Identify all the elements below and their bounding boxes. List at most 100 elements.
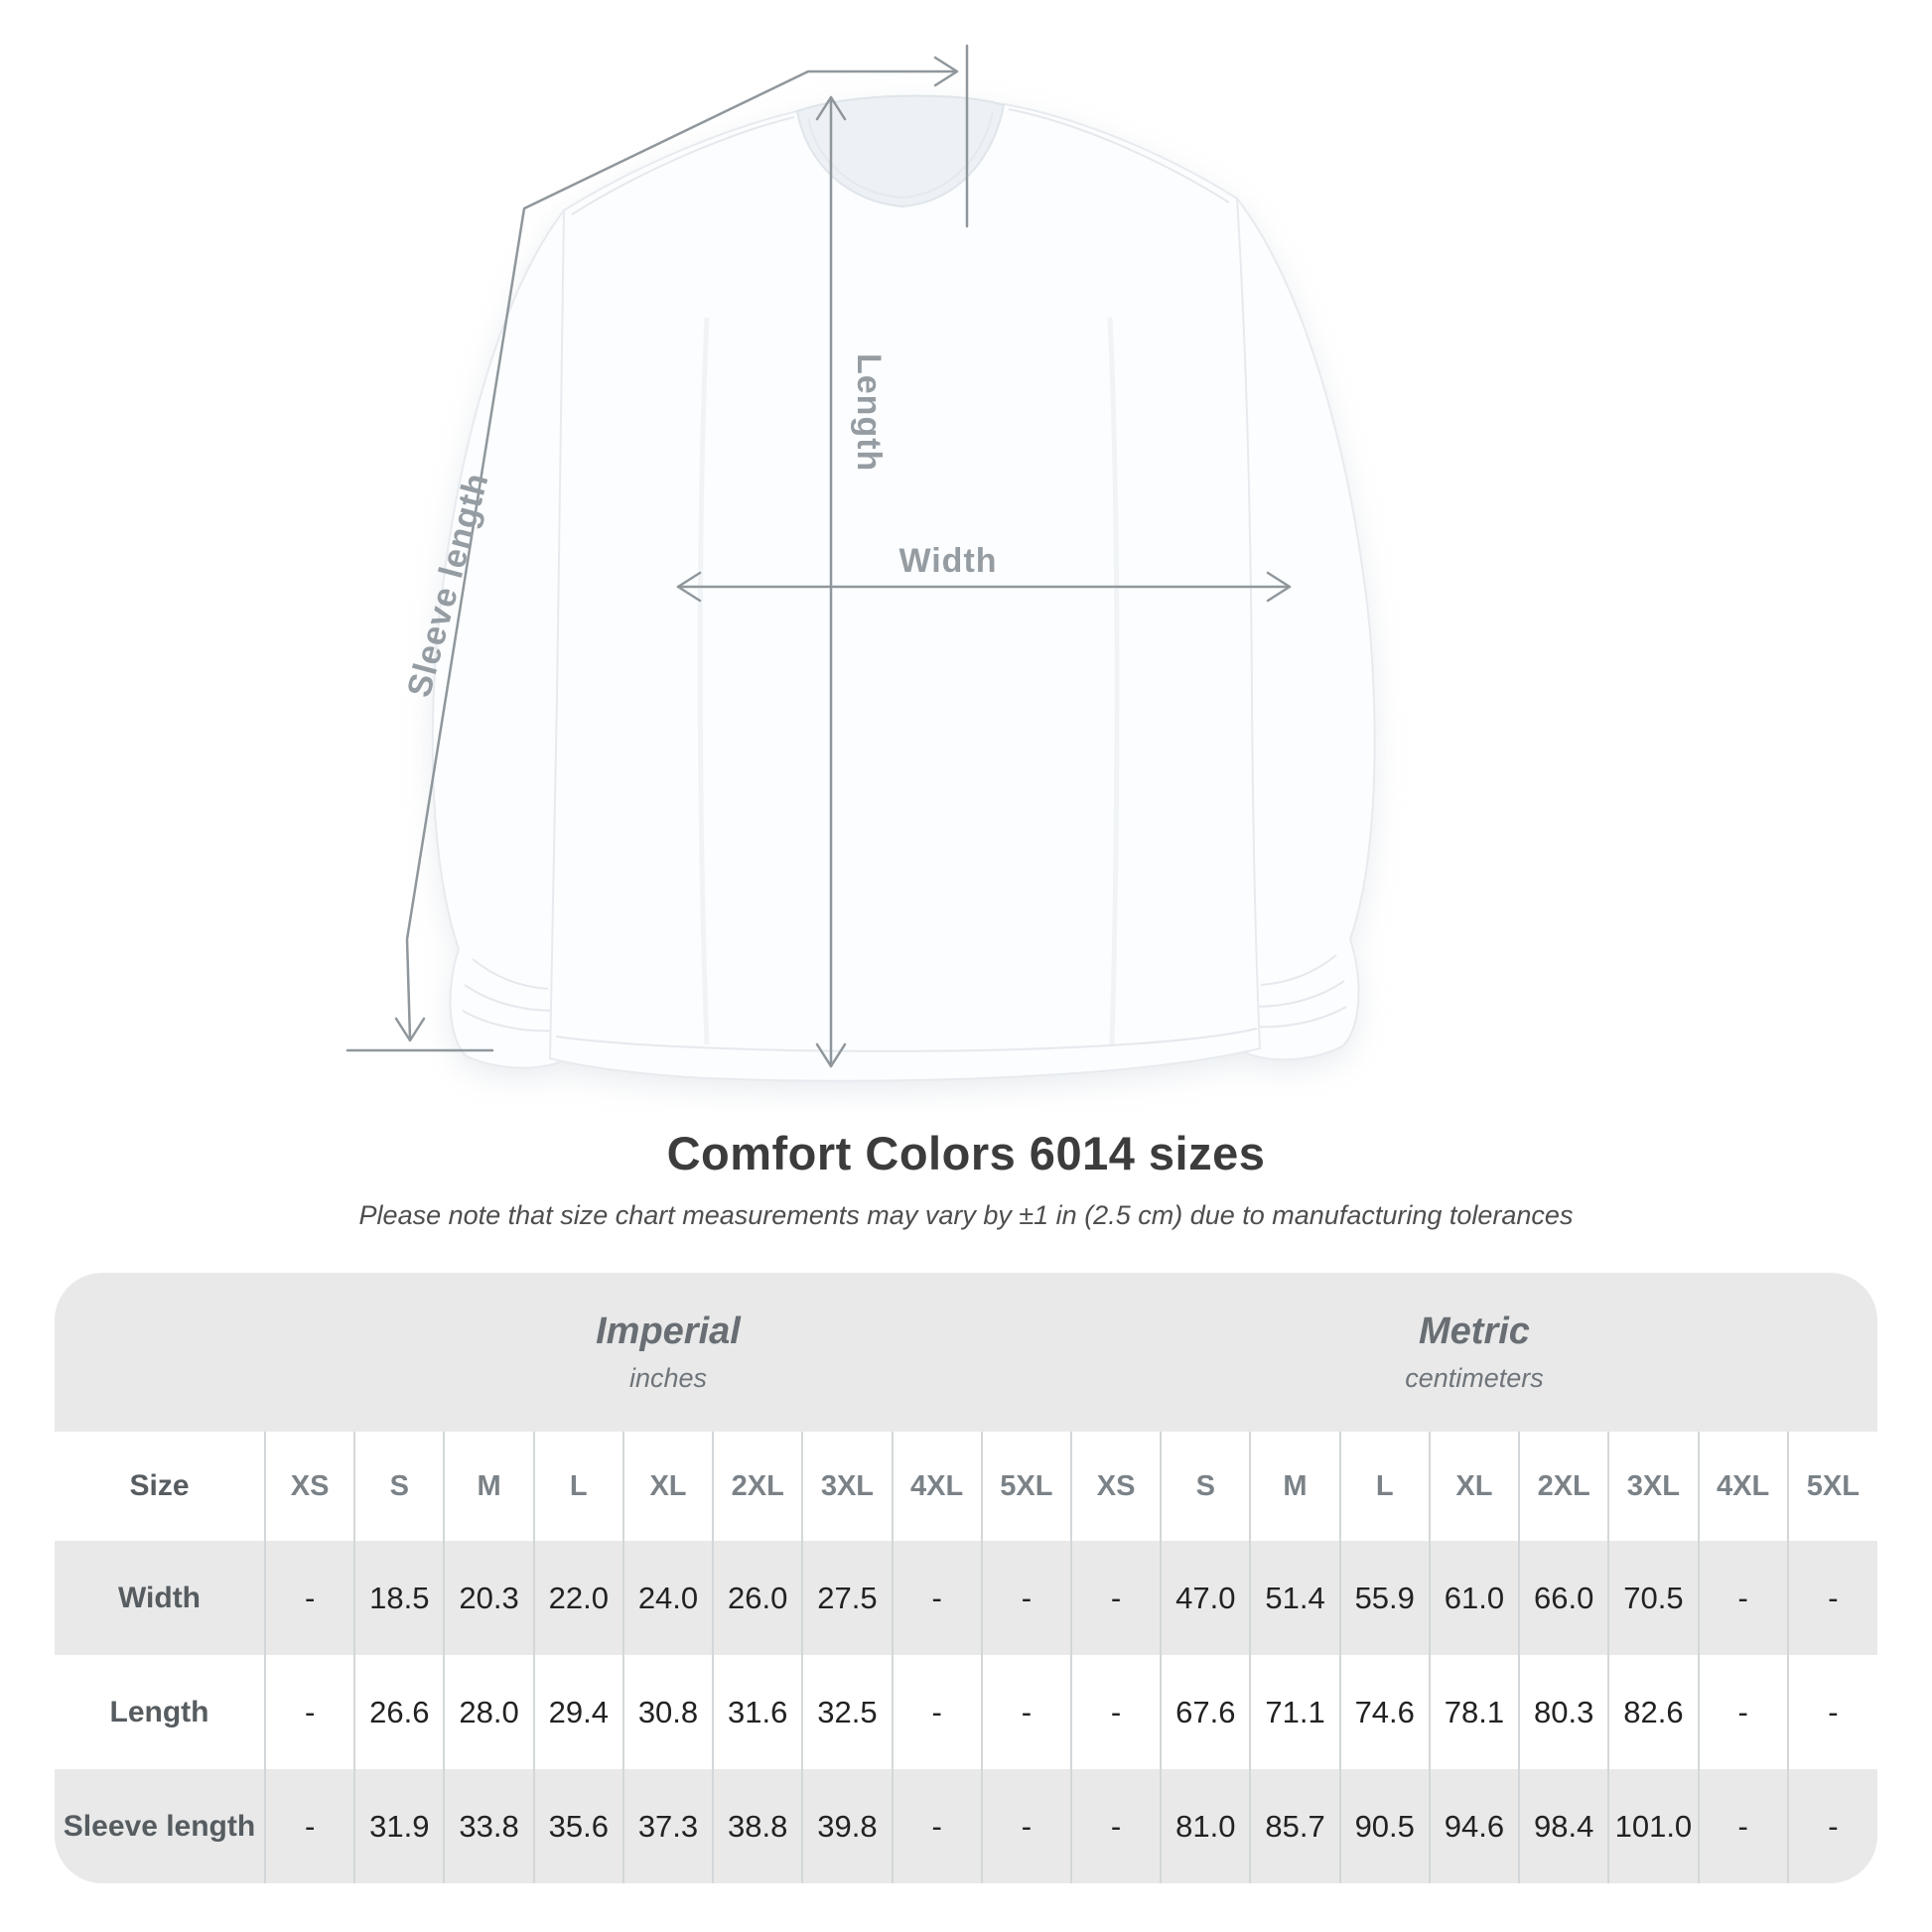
shirt-measurement-diagram: Length Width Sleeve length: [345, 44, 1376, 1082]
size-column-header: 3XL: [1607, 1432, 1699, 1541]
measurement-value-cell: 31.9: [353, 1769, 445, 1883]
top-reference-line: [806, 44, 969, 228]
size-column-header: 2XL: [1518, 1432, 1609, 1541]
measurement-value-cell: 61.0: [1428, 1541, 1520, 1655]
group-header-spacer: [55, 1273, 265, 1432]
measurement-value-cell: -: [1069, 1655, 1162, 1769]
shirt-illustration: [431, 94, 1376, 1082]
measurement-value-cell: -: [1069, 1769, 1162, 1883]
width-label: Width: [898, 542, 997, 580]
size-column-header: XS: [1069, 1432, 1162, 1541]
measurement-value-cell: 71.1: [1249, 1655, 1340, 1769]
size-table: Imperial inches Metric centimeters Size …: [55, 1273, 1877, 1883]
measurement-value-cell: 38.8: [712, 1769, 803, 1883]
size-column-header: M: [1249, 1432, 1340, 1541]
size-corner-header: Size: [129, 1469, 190, 1502]
size-column-header: XS: [263, 1432, 355, 1541]
measurement-value-cell: -: [980, 1769, 1071, 1883]
collar-ribbing: [807, 111, 994, 200]
shirt-diagram-svg: Length Width Sleeve length: [345, 44, 1376, 1082]
measurement-value-cell: 74.6: [1338, 1655, 1430, 1769]
size-column-header: XL: [621, 1432, 714, 1541]
tolerance-note: Please note that size chart measurements…: [358, 1200, 1574, 1230]
size-chart-table: Imperial inches Metric centimeters Size …: [55, 1273, 1877, 1883]
measurement-value-cell: 82.6: [1607, 1655, 1699, 1769]
measurement-value-cell: -: [263, 1769, 355, 1883]
measurement-value-cell: 26.0: [712, 1541, 803, 1655]
size-column-header: 2XL: [712, 1432, 803, 1541]
imperial-group-header: Imperial inches: [265, 1273, 1071, 1432]
imperial-label: Imperial: [596, 1311, 741, 1352]
measurement-value-cell: 32.5: [801, 1655, 893, 1769]
measurement-value-cell: -: [891, 1541, 982, 1655]
measurement-value-cell: -: [263, 1541, 355, 1655]
metric-label: Metric: [1419, 1311, 1530, 1352]
measurement-value-cell: -: [980, 1655, 1071, 1769]
measurement-value-cell: -: [980, 1541, 1071, 1655]
measurement-row-label: Length: [109, 1695, 209, 1728]
size-column-header: XL: [1428, 1432, 1520, 1541]
unit-group-header-row: Imperial inches Metric centimeters: [55, 1273, 1877, 1432]
measurement-value-cell: 67.6: [1160, 1655, 1251, 1769]
measurement-value-cell: -: [891, 1769, 982, 1883]
measurement-value-cell: 26.6: [353, 1655, 445, 1769]
measurement-row: Width -18.5 20.3 22.0 24.0 26.0 27.5- - -47.0 51.…: [55, 1541, 1877, 1655]
measurement-value-cell: 27.5: [801, 1541, 893, 1655]
measurement-value-cell: 29.4: [532, 1655, 623, 1769]
measurement-value-cell: -: [1697, 1769, 1788, 1883]
size-table-body: Width -18.5 20.3 22.0 24.0 26.0 27.5- - -47.0 51.…: [55, 1541, 1877, 1883]
measurement-value-cell: 39.8: [801, 1769, 893, 1883]
measurement-value-cell: 85.7: [1249, 1769, 1340, 1883]
size-column-header: 4XL: [891, 1432, 982, 1541]
measurement-value-cell: -: [1786, 1655, 1877, 1769]
measurement-value-cell: 101.0: [1607, 1769, 1699, 1883]
size-column-header: S: [353, 1432, 445, 1541]
seams: [555, 108, 1258, 1052]
fabric-folds: [697, 317, 1120, 1045]
measurement-value-cell: 28.0: [443, 1655, 534, 1769]
length-label: Length: [850, 353, 888, 472]
measurement-value-cell: 35.6: [532, 1769, 623, 1883]
sleeve-length-arrow: [345, 69, 810, 1052]
measurement-value-cell: 80.3: [1518, 1655, 1609, 1769]
width-arrow: [676, 571, 1292, 603]
measurement-value-cell: -: [1697, 1655, 1788, 1769]
measurement-value-cell: -: [263, 1655, 355, 1769]
measurement-value-cell: 81.0: [1160, 1769, 1251, 1883]
measurement-row-label: Sleeve length: [63, 1809, 256, 1843]
measurement-value-cell: 24.0: [621, 1541, 714, 1655]
measurement-value-cell: 51.4: [1249, 1541, 1340, 1655]
imperial-unit: inches: [628, 1363, 707, 1393]
measurement-row: Length -26.6 28.0 29.4 30.8 31.6 32.5- - -67.6 71…: [55, 1655, 1877, 1769]
size-column-header: L: [532, 1432, 623, 1541]
cuff-gathers: [462, 954, 1347, 1033]
measurement-value-cell: -: [1786, 1541, 1877, 1655]
size-column-header: 5XL: [1786, 1432, 1877, 1541]
size-column-header: 5XL: [980, 1432, 1071, 1541]
measurement-value-cell: 98.4: [1518, 1769, 1609, 1883]
size-header-row: Size XS S M L XL 2XL 3XL 4XL 5XL XS S M L XL 2XL 3XL 4XL…: [55, 1432, 1877, 1541]
measurement-row: Sleeve length -31.9 33.8 35.6 37.3 38.8 39.8- -…: [55, 1769, 1877, 1883]
measurement-value-cell: 37.3: [621, 1769, 714, 1883]
measurement-value-cell: 94.6: [1428, 1769, 1520, 1883]
measurement-value-cell: 55.9: [1338, 1541, 1430, 1655]
measurement-value-cell: 33.8: [443, 1769, 534, 1883]
measurement-value-cell: -: [1697, 1541, 1788, 1655]
measurement-value-cell: 78.1: [1428, 1655, 1520, 1769]
size-column-header: L: [1338, 1432, 1430, 1541]
measurement-value-cell: -: [891, 1655, 982, 1769]
measurement-value-cell: 31.6: [712, 1655, 803, 1769]
measurement-value-cell: -: [1069, 1541, 1162, 1655]
size-column-header: 3XL: [801, 1432, 893, 1541]
measurement-value-cell: 30.8: [621, 1655, 714, 1769]
shirt-body: [548, 97, 1262, 1082]
measurement-value-cell: 66.0: [1518, 1541, 1609, 1655]
page-title: Comfort Colors 6014 sizes: [666, 1127, 1266, 1179]
size-column-header: S: [1160, 1432, 1251, 1541]
measurement-value-cell: 22.0: [532, 1541, 623, 1655]
measurement-value-cell: 90.5: [1338, 1769, 1430, 1883]
measurement-value-cell: 47.0: [1160, 1541, 1251, 1655]
measurement-value-cell: 18.5: [353, 1541, 445, 1655]
size-column-header: M: [443, 1432, 534, 1541]
